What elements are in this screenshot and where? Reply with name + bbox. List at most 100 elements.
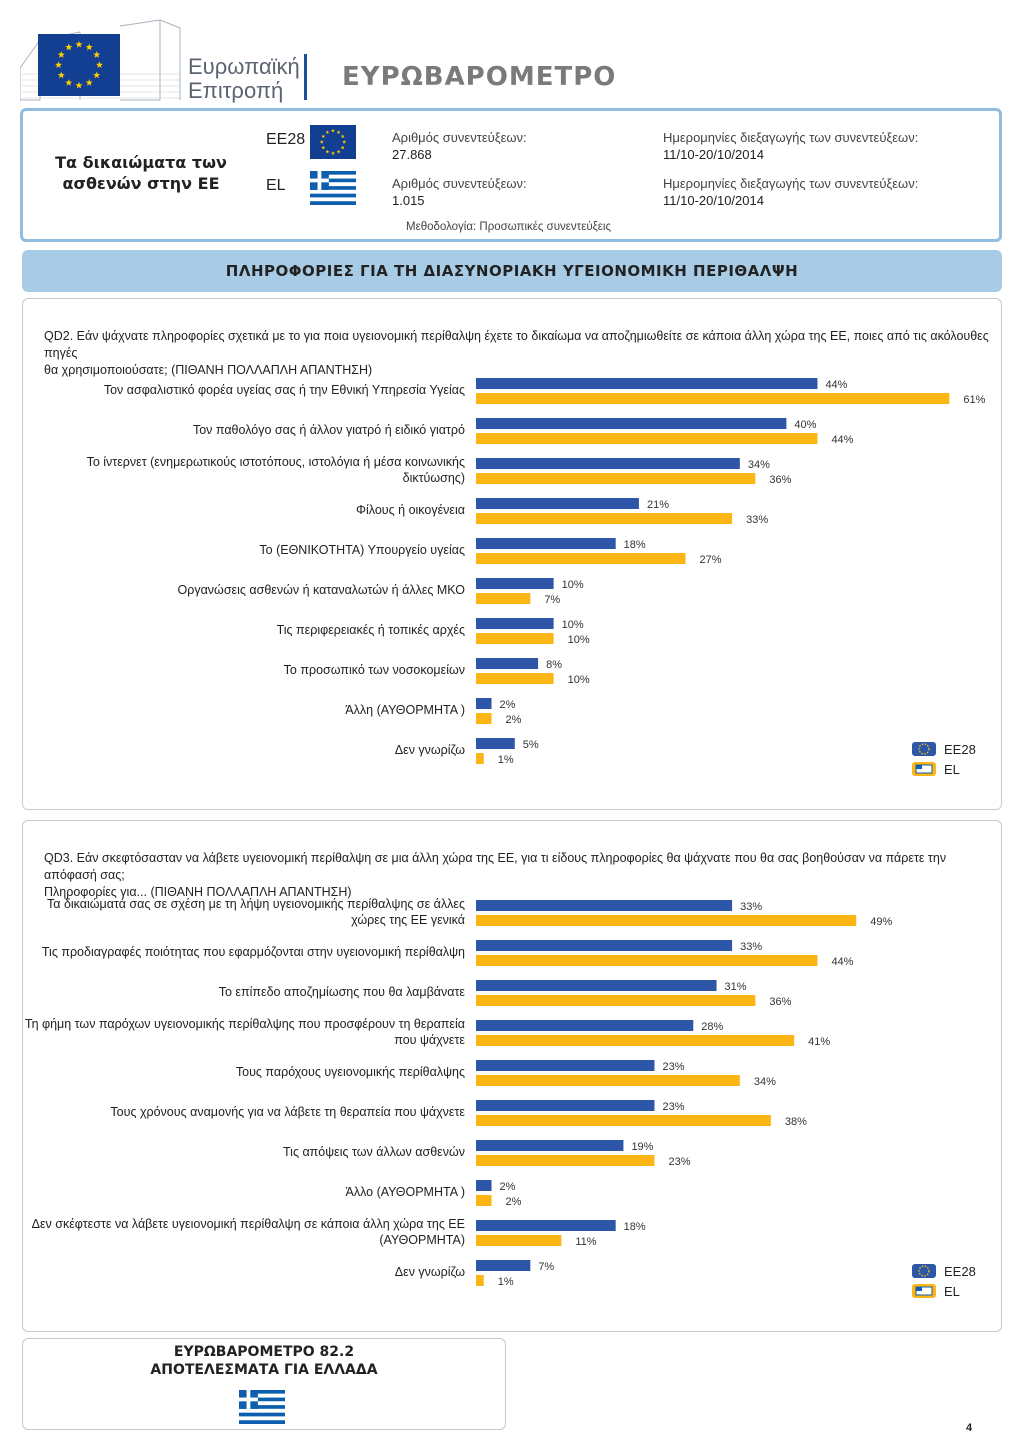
category-label: Το επίπεδο αποζημίωσης που θα λαμβάνατε [219, 985, 466, 999]
interviews-label-eu: Αριθμός συνεντεύξεων: [392, 130, 527, 145]
data-label-el: 34% [754, 1076, 776, 1088]
footer-box [22, 1338, 506, 1430]
interviews-value-eu: 27.868 [392, 147, 432, 162]
chart-legend: ΕΕ28 EL [912, 742, 976, 777]
data-label-el: 36% [769, 996, 791, 1008]
category-label: Τις προδιαγραφές ποιότητας που εφαρμόζον… [42, 945, 465, 959]
bar-el [476, 1275, 484, 1286]
eu-star-icon [85, 79, 93, 86]
data-label-el: 2% [506, 1196, 522, 1208]
data-label-eu28: 18% [624, 1221, 646, 1233]
data-label-el: 38% [785, 1116, 807, 1128]
question-qd3-line1: QD3. Εάν σκεφτόσασταν να λάβετε υγειονομ… [44, 851, 947, 882]
data-label-el: 23% [668, 1156, 690, 1168]
eu-star-icon [336, 149, 341, 154]
bar-el [476, 753, 484, 764]
category-label: Τους χρόνους αναμονής για να λάβετε τη θ… [110, 1105, 465, 1119]
data-label-eu28: 34% [748, 459, 770, 471]
dates-value-el: 11/10-20/10/2014 [663, 193, 764, 208]
data-label-eu28: 8% [546, 659, 562, 671]
data-label-el: 10% [568, 674, 590, 686]
page-title: ΕΥΡΩΒΑΡΟΜΕΤΡΟ [342, 62, 617, 92]
category-label: Τη φήμη των παρόχων υγειονομικής περίθαλ… [25, 1017, 465, 1031]
bar-eu28 [476, 1180, 492, 1191]
eu-star-icon [95, 61, 103, 69]
logo-separator [304, 54, 307, 100]
data-label-el: 41% [808, 1036, 830, 1048]
data-label-eu28: 23% [662, 1061, 684, 1073]
logo-text-line2: Επιτροπή [188, 78, 284, 103]
chart-qd3: Τα δικαιώματά σας σε σχέση με τη λήψη υγ… [25, 897, 976, 1299]
eu-star-icon [321, 145, 326, 150]
category-label: Άλλο (ΑΥΘΟΡΜΗΤΑ ) [345, 1185, 465, 1199]
bar-eu28 [476, 1260, 531, 1271]
bar-eu28 [476, 538, 616, 549]
data-label-el: 27% [700, 554, 722, 566]
logo-text-line1: Ευρωπαϊκή [188, 54, 300, 79]
eu-star-icon [55, 61, 63, 69]
bar-eu28 [476, 378, 818, 389]
data-label-eu28: 10% [562, 619, 584, 631]
data-label-el: 10% [568, 634, 590, 646]
category-label: Το ίντερνετ (ενημερωτικούς ιστοτόπους, ι… [87, 455, 465, 469]
legend-el-flag-icon [912, 762, 936, 776]
category-label: δικτύωσης) [403, 471, 465, 485]
data-label-el: 49% [870, 916, 892, 928]
data-label-eu28: 2% [500, 699, 516, 711]
eu-flag-icon [310, 125, 356, 159]
category-label: Τις απόψεις των άλλων ασθενών [283, 1145, 465, 1159]
interviews-value-el: 1.015 [392, 193, 425, 208]
eu-star-icon [331, 151, 335, 155]
question-qd3-line2: Πληροφορίες για... (ΠΙΘΑΝΗ ΠΟΛΛΑΠΛΗ ΑΠΑΝ… [44, 885, 352, 899]
bar-el [476, 673, 554, 684]
bar-el [476, 1195, 492, 1206]
data-label-eu28: 44% [825, 379, 847, 391]
category-label: Δεν γνωρίζω [395, 1265, 465, 1279]
bar-el [476, 1035, 795, 1046]
data-label-el: 2% [506, 714, 522, 726]
bar-el [476, 433, 818, 444]
eu-star-icon [85, 43, 93, 51]
data-label-el: 33% [746, 514, 768, 526]
survey-info-box [20, 108, 1002, 242]
bar-eu28 [476, 1060, 655, 1071]
bar-el [476, 1115, 771, 1126]
question-qd2-line2: θα χρησιμοποιούσατε; (ΠΙΘΑΝΗ ΠΟΛΛΑΠΛΗ ΑΠ… [44, 363, 373, 377]
eu-flag-icon [38, 34, 120, 96]
interviews-label-el: Αριθμός συνεντεύξεων: [392, 176, 527, 191]
bar-eu28 [476, 1100, 655, 1111]
data-label-el: 36% [769, 474, 791, 486]
bar-el [476, 473, 756, 484]
eu-star-icon [93, 51, 101, 58]
data-label-eu28: 18% [624, 539, 646, 551]
dates-label-eu: Ημερομηνίες διεξαγωγής των συνεντεύξεων: [663, 130, 919, 145]
data-label-eu28: 40% [794, 419, 816, 431]
eu-star-icon [342, 139, 347, 144]
legend-label-el: EL [944, 762, 960, 777]
question-qd2-line1: QD2. Εάν ψάχνατε πληροφορίες σχετικά με … [44, 329, 989, 360]
eu-star-icon [93, 71, 101, 79]
bar-el [476, 593, 531, 604]
eu-star-icon [325, 130, 330, 134]
country-code-eu: ΕΕ28 [266, 131, 306, 148]
bar-el [476, 393, 950, 404]
section-title: ΠΛΗΡΟΦΟΡΙΕΣ ΓΙΑ ΤΗ ΔΙΑΣΥΝΟΡΙΑΚΗ ΥΓΕΙΟΝΟΜ… [225, 262, 799, 280]
bar-el [476, 553, 686, 564]
category-label: Δεν σκέφτεστε να λάβετε υγειονομική περί… [32, 1217, 465, 1231]
data-label-el: 44% [831, 956, 853, 968]
data-label-eu28: 5% [523, 739, 539, 751]
bar-eu28 [476, 1020, 694, 1031]
bar-eu28 [476, 578, 554, 589]
category-label: Τον παθολόγο σας ή άλλον γιατρό ή ειδικό… [193, 423, 465, 437]
data-label-el: 7% [544, 594, 560, 606]
topic-title-line1: Τα δικαιώματα των [55, 153, 227, 172]
bar-eu28 [476, 738, 515, 749]
footer-subtitle: ΑΠΟΤΕΛΕΣΜΑΤΑ ΓΙΑ ΕΛΛΑΔΑ [150, 1362, 378, 1378]
data-label-eu28: 31% [725, 981, 747, 993]
dates-label-el: Ημερομηνίες διεξαγωγής των συνεντεύξεων: [663, 176, 919, 191]
chart-legend: ΕΕ28 EL [912, 1264, 976, 1299]
legend-eu-flag-icon [912, 742, 936, 756]
topic-title: Τα δικαιώματα των ασθενών στην ΕΕ [36, 152, 246, 194]
question-qd3: QD3. Εάν σκεφτόσασταν να λάβετε υγειονομ… [44, 850, 994, 901]
data-label-el: 1% [498, 754, 514, 766]
